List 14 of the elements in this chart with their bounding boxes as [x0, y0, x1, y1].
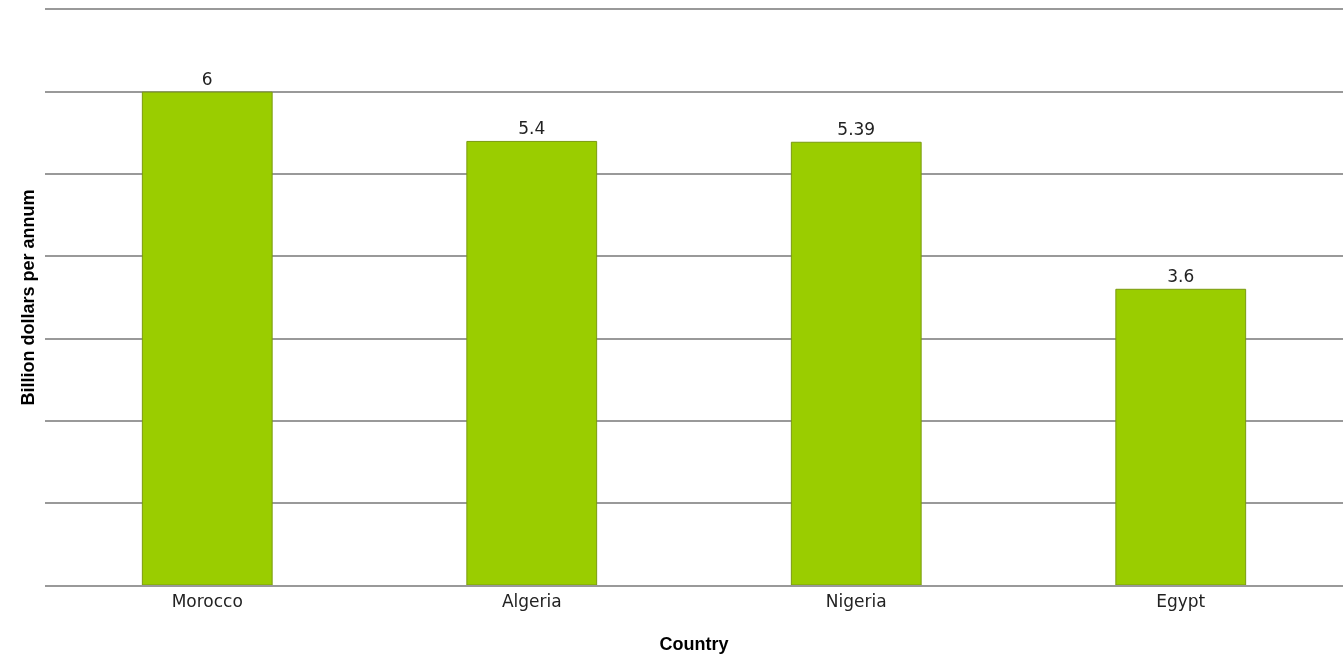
data-label: 5.4 [518, 118, 546, 139]
bar [141, 91, 273, 585]
x-tick-label: Algeria [501, 591, 562, 612]
bar [466, 140, 598, 585]
x-axis-title: Country [659, 633, 729, 654]
bar [1115, 288, 1247, 585]
data-label: 5.39 [837, 119, 876, 140]
x-tick-label: Egypt [1156, 591, 1206, 612]
data-label: 6 [201, 69, 213, 90]
data-label: 3.6 [1167, 266, 1195, 287]
x-tick-label: Nigeria [825, 591, 887, 612]
bar [790, 141, 922, 585]
y-axis-title: Billion dollars per annum [18, 189, 39, 406]
x-tick-label: Morocco [171, 591, 243, 612]
